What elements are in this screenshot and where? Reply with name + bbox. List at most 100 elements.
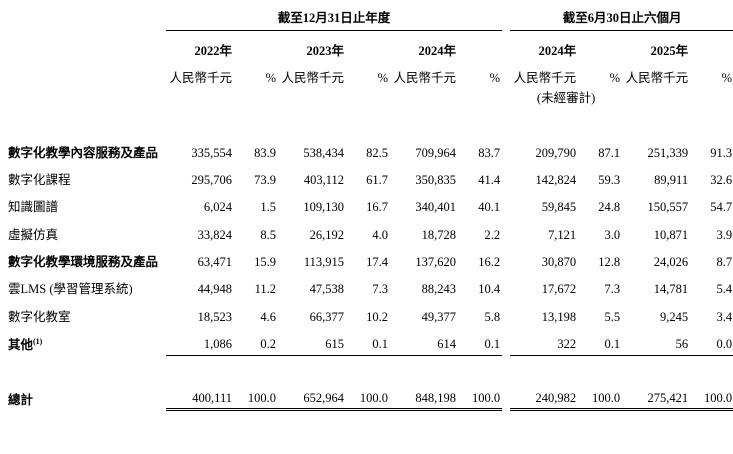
value-cell: 18,728 bbox=[421, 227, 456, 242]
value-cell: 109,130 bbox=[303, 200, 344, 215]
pct-cell: 0.1 bbox=[346, 333, 390, 356]
value-cell: 137,620 bbox=[415, 255, 456, 269]
unit-header-row: 人民幣千元 % 人民幣千元 % 人民幣千元 % 人民幣千元 % 人民幣千元 % bbox=[8, 61, 733, 87]
row-label: 知識圖譜 bbox=[8, 200, 59, 215]
value-cell: 49,377 bbox=[421, 309, 456, 324]
pct-cell: 87.1 bbox=[598, 145, 621, 160]
pct-cell: 83.7 bbox=[478, 145, 501, 160]
pct-cell: 82.5 bbox=[366, 145, 388, 160]
total-value-cell: 275,421 bbox=[622, 387, 691, 412]
value-cell: 615 bbox=[278, 333, 346, 356]
pct-cell: 0.0 bbox=[690, 333, 733, 356]
percent-label: % bbox=[489, 70, 501, 85]
pct-cell: 73.9 bbox=[254, 172, 276, 187]
pct-cell: 4.6 bbox=[260, 309, 276, 324]
value-cell: 538,434 bbox=[303, 145, 344, 160]
column-gap bbox=[502, 87, 510, 107]
pct-cell: 4.0 bbox=[372, 227, 388, 242]
total-pct-cell: 100.0 bbox=[234, 387, 278, 412]
table-row-environment-services: 數字化教學環境服務及產品 63,471 15.9 113,915 17.4 13… bbox=[8, 251, 733, 278]
pct-cell: 7.3 bbox=[372, 282, 388, 297]
percent-label: % bbox=[721, 70, 733, 85]
total-pct-cell: 100.0 bbox=[346, 387, 390, 412]
table-row-digital-courses: 數字化課程 295,706 73.9 403,112 61.7 350,835 … bbox=[8, 169, 733, 196]
row-label-text: 其他 bbox=[8, 337, 34, 352]
pct-cell: 10.4 bbox=[478, 282, 501, 297]
value-cell: 614 bbox=[390, 333, 458, 356]
value-cell: 66,377 bbox=[309, 309, 344, 324]
header-spacer bbox=[8, 8, 166, 31]
period-header-annual: 截至12月31日止年度 bbox=[166, 8, 503, 32]
unit-label: 人民幣千元 bbox=[169, 70, 232, 85]
value-cell: 251,339 bbox=[647, 145, 689, 160]
column-gap bbox=[502, 31, 510, 61]
value-cell: 709,964 bbox=[415, 145, 456, 160]
pct-cell: 8.5 bbox=[260, 227, 276, 242]
table-row-virtual-simulation: 虛擬仿真 33,824 8.5 26,192 4.0 18,728 2.2 7,… bbox=[8, 224, 733, 251]
value-cell: 295,706 bbox=[191, 172, 232, 187]
value-cell: 59,845 bbox=[541, 200, 577, 215]
table-row-cloud-lms: 雲LMS (學習管理系統) 44,948 11.2 47,538 7.3 88,… bbox=[8, 278, 733, 305]
value-cell: 63,471 bbox=[197, 255, 232, 269]
column-gap bbox=[502, 196, 510, 223]
table-row-digital-classroom: 數字化教室 18,523 4.6 66,377 10.2 49,377 5.8 … bbox=[8, 306, 733, 333]
total-pct-cell: 100.0 bbox=[458, 387, 503, 412]
value-cell: 30,870 bbox=[541, 255, 577, 269]
pct-cell: 5.5 bbox=[604, 309, 621, 324]
year-header-2025-interim: 2025年 bbox=[650, 44, 689, 59]
period-header-row: 截至12月31日止年度 截至6月30日止六個月 bbox=[8, 8, 733, 32]
value-cell: 18,523 bbox=[197, 309, 232, 324]
year-header-row: 2022年 2023年 2024年 2024年 2025年 bbox=[8, 31, 733, 61]
value-cell: 24,026 bbox=[653, 255, 689, 269]
period-header-interim: 截至6月30日止六個月 bbox=[510, 8, 733, 32]
table-row-content-services: 數字化教學內容服務及產品 335,554 83.9 538,434 82.5 7… bbox=[8, 142, 733, 169]
value-cell: 89,911 bbox=[654, 172, 689, 187]
row-label: 虛擬仿真 bbox=[8, 227, 59, 242]
value-cell: 1,086 bbox=[166, 333, 234, 356]
percent-label: % bbox=[265, 70, 276, 85]
value-cell: 14,781 bbox=[653, 282, 689, 297]
pct-cell: 41.4 bbox=[478, 172, 501, 187]
year-header-2022: 2022年 bbox=[194, 44, 232, 59]
percent-label: % bbox=[609, 70, 621, 85]
pct-cell: 3.4 bbox=[716, 309, 733, 324]
revenue-breakdown-table: 截至12月31日止年度 截至6月30日止六個月 2022年 2023年 2024… bbox=[8, 8, 733, 412]
value-cell: 33,824 bbox=[197, 227, 232, 242]
value-cell: 350,835 bbox=[415, 172, 456, 187]
year-header-2023: 2023年 bbox=[306, 44, 344, 59]
pct-cell: 32.6 bbox=[710, 172, 733, 187]
pct-cell: 0.1 bbox=[578, 333, 623, 356]
pct-cell: 24.8 bbox=[598, 200, 621, 215]
total-value-cell: 400,111 bbox=[166, 387, 234, 412]
total-label: 總計 bbox=[8, 392, 34, 407]
column-gap bbox=[502, 278, 510, 305]
column-gap bbox=[502, 169, 510, 196]
value-cell: 6,024 bbox=[203, 200, 232, 215]
unaudited-row: (未經審計) bbox=[8, 87, 733, 107]
column-gap bbox=[502, 333, 510, 355]
value-cell: 13,198 bbox=[541, 309, 577, 324]
column-gap bbox=[502, 8, 510, 31]
total-value-cell: 848,198 bbox=[390, 387, 458, 412]
column-gap bbox=[502, 61, 510, 87]
value-cell: 26,192 bbox=[309, 227, 344, 242]
total-value-cell: 240,982 bbox=[510, 387, 579, 412]
year-header-2024: 2024年 bbox=[418, 44, 456, 59]
pct-cell: 0.1 bbox=[458, 333, 503, 356]
pct-cell: 5.4 bbox=[716, 282, 733, 297]
value-cell: 322 bbox=[510, 333, 579, 356]
value-cell: 17,672 bbox=[541, 282, 577, 297]
value-cell: 209,790 bbox=[535, 145, 577, 160]
total-pct-cell: 100.0 bbox=[578, 387, 623, 412]
row-label: 數字化教學內容服務及產品 bbox=[8, 145, 159, 160]
column-gap bbox=[502, 387, 510, 410]
pct-cell: 5.8 bbox=[484, 309, 501, 324]
footnote-marker: (1) bbox=[33, 336, 43, 346]
unaudited-note: (未經審計) bbox=[536, 91, 596, 106]
row-label: 數字化教室 bbox=[8, 309, 71, 324]
table-row-others: 其他(1) 1,086 0.2 615 0.1 614 0.1 322 0.1 … bbox=[8, 333, 733, 356]
pct-cell: 15.9 bbox=[254, 255, 276, 269]
year-header-2024-interim: 2024年 bbox=[538, 44, 577, 59]
row-label: 數字化課程 bbox=[8, 172, 71, 187]
unit-label: 人民幣千元 bbox=[513, 70, 577, 85]
